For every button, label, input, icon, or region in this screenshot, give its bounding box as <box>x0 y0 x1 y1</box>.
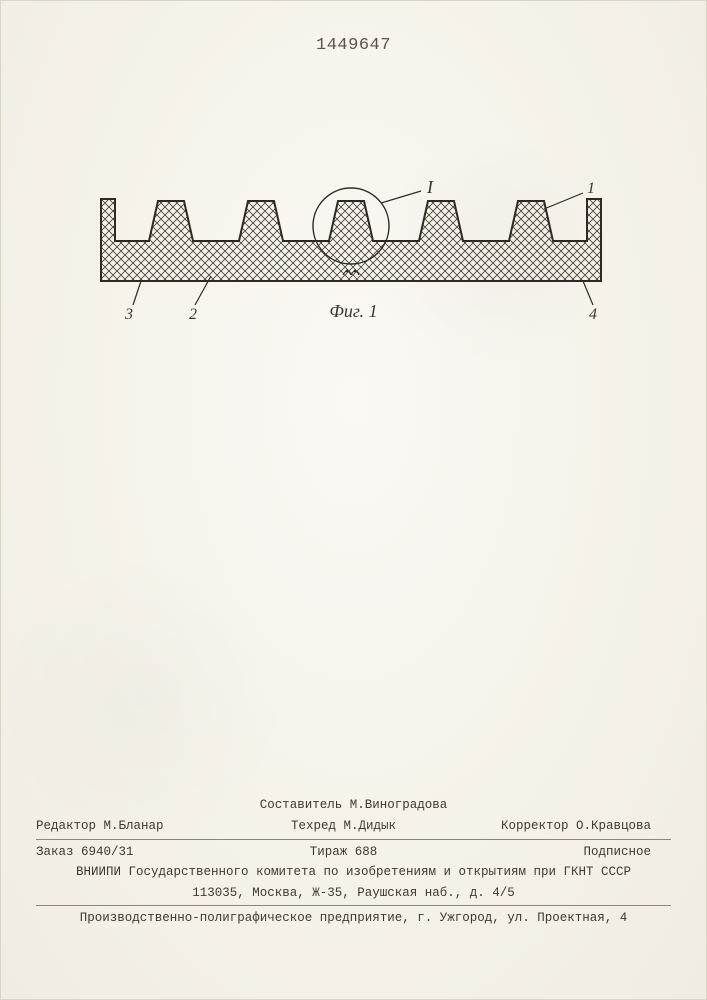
order-row: Заказ 6940/31 Тираж 688 Подписное <box>36 842 671 863</box>
divider-1 <box>36 839 671 840</box>
label-I: I <box>426 177 434 197</box>
colophon: Составитель М.Виноградова Редактор М.Бла… <box>36 795 671 929</box>
divider-2 <box>36 905 671 906</box>
order: Заказ 6940/31 <box>36 842 241 863</box>
section-body <box>101 199 601 281</box>
patent-figure-page: 1449647 <box>0 0 707 1000</box>
printer-line: Производственно-полиграфическое предприя… <box>36 908 671 929</box>
figure-caption: Фиг. 1 <box>1 301 706 322</box>
figure-1: I 1 2 3 4 <box>81 171 621 321</box>
techred: Техред М.Дидык <box>241 816 446 837</box>
compiler-line: Составитель М.Виноградова <box>36 795 671 816</box>
tirazh: Тираж 688 <box>241 842 446 863</box>
credits-row: Редактор М.Бланар Техред М.Дидык Коррект… <box>36 816 671 837</box>
patent-number: 1449647 <box>1 36 706 55</box>
podpisnoe: Подписное <box>446 842 671 863</box>
figure-svg: I 1 2 3 4 <box>81 171 621 321</box>
org-line-2: 113035, Москва, Ж-35, Раушская наб., д. … <box>36 883 671 904</box>
editor: Редактор М.Бланар <box>36 816 241 837</box>
org-line-1: ВНИИПИ Государственного комитета по изоб… <box>36 862 671 883</box>
corrector: Корректор О.Кравцова <box>446 816 671 837</box>
label-1: 1 <box>587 180 595 197</box>
